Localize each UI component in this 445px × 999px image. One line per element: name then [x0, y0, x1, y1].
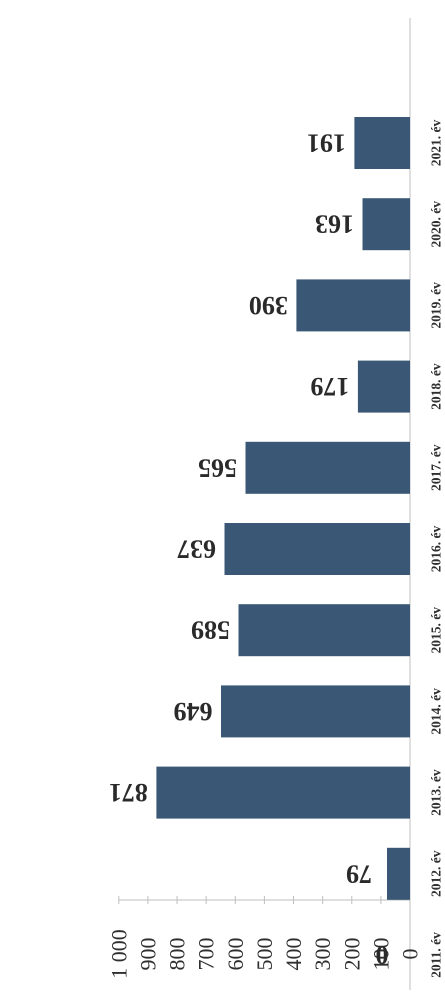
data-label: 179	[310, 372, 349, 401]
data-label: 191	[307, 129, 346, 158]
data-label: 163	[315, 210, 354, 239]
data-label: 390	[249, 291, 288, 320]
bar	[245, 441, 410, 494]
value-axis-tick-label: 900	[135, 938, 160, 971]
category-label: 2013. év	[429, 769, 444, 816]
data-label: 565	[198, 453, 237, 482]
bar	[224, 523, 410, 575]
bar	[387, 847, 410, 900]
value-axis-tick-label: 500	[252, 938, 277, 971]
category-label: 2018. év	[429, 363, 444, 410]
category-label: 2017. év	[429, 444, 444, 491]
value-axis-tick-label: 1 000	[106, 929, 131, 979]
bars	[156, 117, 410, 900]
category-label: 2019. év	[429, 282, 444, 329]
value-axis-tick-label: 800	[165, 938, 190, 971]
value-axis-tick-label: 700	[194, 938, 219, 971]
data-labels: 0 79 871 649 589 637 565 179 390 163 191	[109, 129, 389, 970]
category-label: 2011. év	[429, 932, 444, 978]
category-label: 2014. év	[429, 688, 444, 735]
data-label: 589	[191, 616, 230, 645]
data-label: 871	[109, 778, 148, 807]
bar	[354, 117, 410, 169]
bar	[296, 279, 410, 332]
category-label: 2020. év	[429, 201, 444, 248]
category-label: 2016. év	[429, 526, 444, 573]
category-label: 2012. év	[429, 850, 444, 897]
bar	[357, 360, 410, 413]
data-label: 79	[346, 859, 372, 888]
category-label: 2021. év	[429, 120, 444, 167]
value-axis	[118, 18, 411, 990]
bar	[362, 198, 410, 251]
bar	[238, 604, 410, 657]
bar	[156, 766, 410, 819]
data-label: 649	[174, 697, 213, 726]
bar	[221, 685, 410, 738]
value-axis-tick-label: 600	[223, 938, 248, 971]
category-label: 2015. év	[429, 607, 444, 654]
value-axis-tick-label: 0	[398, 949, 423, 960]
data-label: 637	[177, 535, 216, 564]
value-axis-tick-label: 300	[310, 938, 335, 971]
value-axis-tick-label: 200	[339, 938, 364, 971]
data-label: 0	[376, 941, 389, 970]
category-labels: 2011. év 2012. év 2013. év 2014. év 2015. év…	[429, 120, 444, 978]
value-axis-tick-label: 400	[281, 938, 306, 971]
value-axis-tick-label: 100	[368, 938, 393, 971]
